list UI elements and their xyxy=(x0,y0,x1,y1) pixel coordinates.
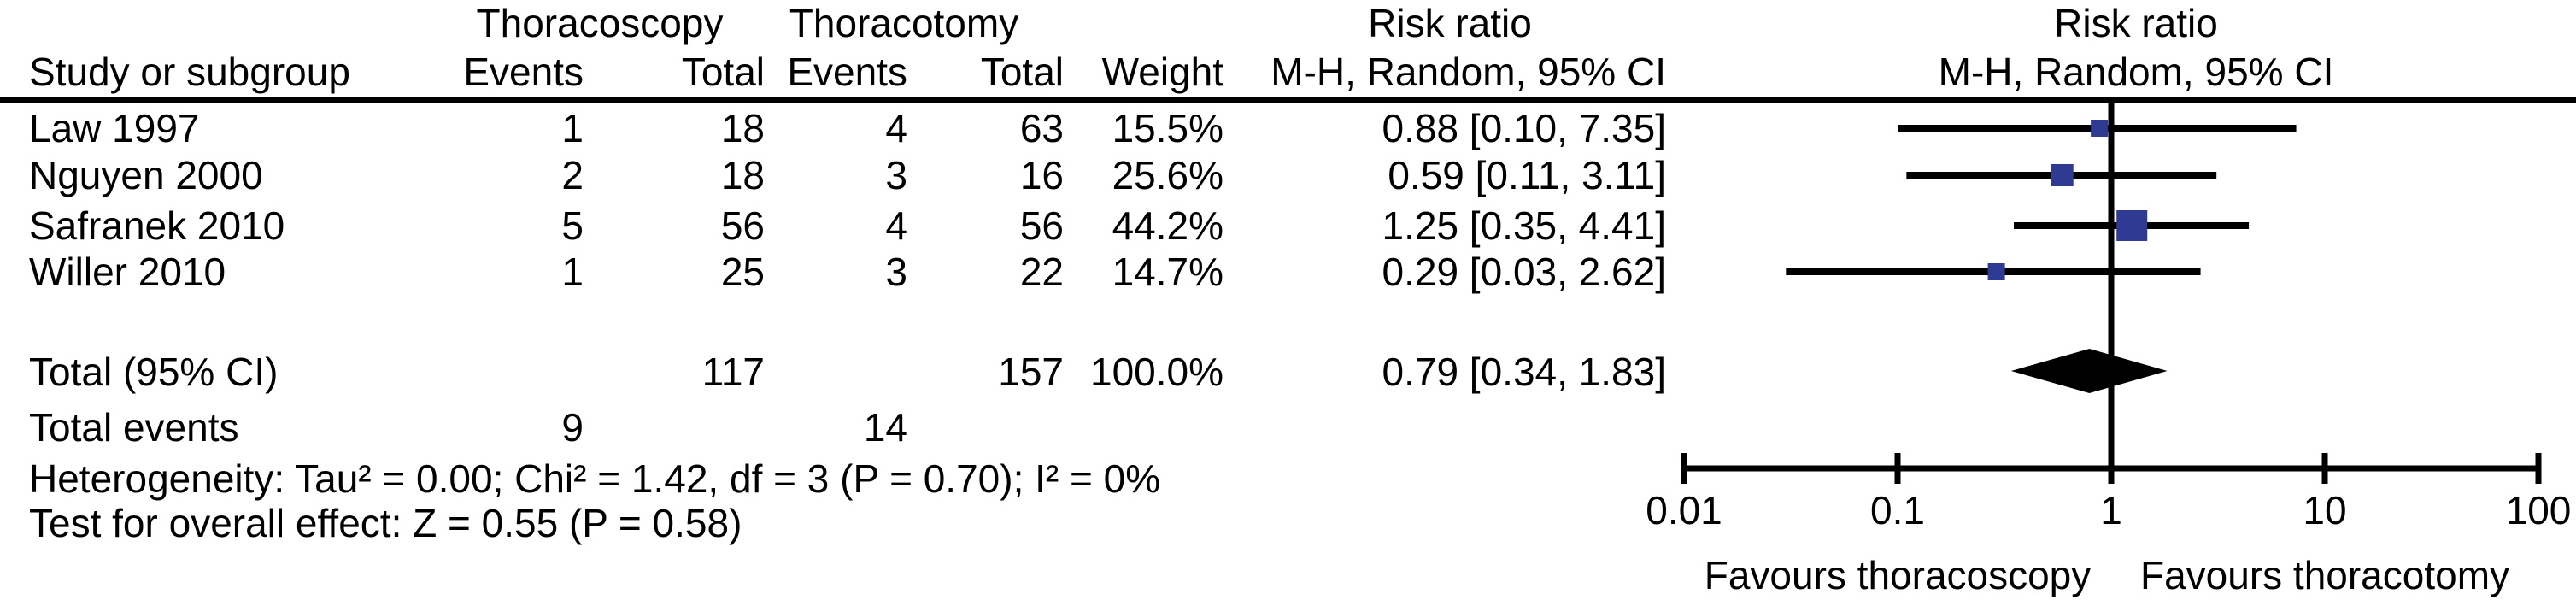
total-thoracoscopy: 117 xyxy=(701,350,765,394)
study-label: Willer 2010 xyxy=(29,250,226,294)
point-estimate-square xyxy=(2116,210,2148,241)
study-total-thoracoscopy: 56 xyxy=(720,203,765,248)
study-events-thoracoscopy: 2 xyxy=(561,153,584,197)
study-total-thoracoscopy: 18 xyxy=(720,106,765,150)
total-events-thoracoscopy: 9 xyxy=(561,405,584,450)
study-events-thoracotomy: 3 xyxy=(885,250,907,294)
thoracotomy-total-header: Total xyxy=(980,50,1064,94)
study-rr-ci-text: 0.88 [0.10, 7.35] xyxy=(1382,106,1667,150)
thoracoscopy-total-header: Total xyxy=(681,50,765,94)
study-weight: 25.6% xyxy=(1112,153,1223,197)
risk-ratio-ci-plot-header: M-H, Random, 95% CI xyxy=(1938,50,2334,94)
study-total-thoracotomy: 22 xyxy=(1019,250,1064,294)
study-events-thoracoscopy: 5 xyxy=(561,203,584,248)
study-weight: 14.7% xyxy=(1112,250,1223,294)
pooled-diamond xyxy=(2010,349,2168,393)
study-rr-ci-text: 1.25 [0.35, 4.41] xyxy=(1382,203,1667,248)
total-events-label: Total events xyxy=(29,405,239,450)
study-weight: 15.5% xyxy=(1112,106,1223,150)
x-axis-tick-label: 1 xyxy=(2100,488,2122,532)
x-axis-tick-label: 100 xyxy=(2505,488,2572,532)
x-axis-tick-label: 10 xyxy=(2303,488,2347,532)
favours-left-label: Favours thoracoscopy xyxy=(1704,553,2092,597)
study-rr-ci-text: 0.59 [0.11, 3.11] xyxy=(1388,153,1666,197)
study-total-thoracoscopy: 18 xyxy=(720,153,765,197)
study-events-thoracotomy: 3 xyxy=(885,153,907,197)
total-events-thoracotomy: 14 xyxy=(863,405,907,450)
risk-ratio-plot-header: Risk ratio xyxy=(2054,1,2218,45)
weight-column-header: Weight xyxy=(1101,50,1223,94)
thoracoscopy-group-header: Thoracoscopy xyxy=(476,1,724,45)
total-thoracotomy: 157 xyxy=(998,350,1064,394)
risk-ratio-ci-column-header: M-H, Random, 95% CI xyxy=(1270,50,1666,94)
thoracotomy-events-header: Events xyxy=(787,50,907,94)
study-events-thoracoscopy: 1 xyxy=(561,106,584,150)
study-events-thoracoscopy: 1 xyxy=(561,250,584,294)
study-total-thoracotomy: 63 xyxy=(1019,106,1064,150)
x-axis-tick-label: 0.1 xyxy=(1870,488,1925,532)
study-column-header: Study or subgroup xyxy=(29,50,350,94)
study-label: Nguyen 2000 xyxy=(29,153,263,197)
study-rr-ci-text: 0.29 [0.03, 2.62] xyxy=(1382,250,1667,294)
total-weight: 100.0% xyxy=(1089,350,1223,394)
point-estimate-square xyxy=(1987,263,2005,280)
x-axis-tick-label: 0.01 xyxy=(1646,488,1722,532)
study-label: Law 1997 xyxy=(29,106,200,150)
study-total-thoracotomy: 16 xyxy=(1019,153,1064,197)
point-estimate-square xyxy=(2091,120,2109,137)
thoracotomy-group-header: Thoracotomy xyxy=(789,1,1019,45)
overall-effect-text: Test for overall effect: Z = 0.55 (P = 0… xyxy=(29,501,742,545)
total-rr-ci-text: 0.79 [0.34, 1.83] xyxy=(1382,350,1667,394)
study-events-thoracotomy: 4 xyxy=(885,203,907,248)
study-total-thoracoscopy: 25 xyxy=(720,250,765,294)
point-estimate-square xyxy=(2051,164,2074,186)
study-label: Safranek 2010 xyxy=(29,203,285,248)
favours-right-label: Favours thoracotomy xyxy=(2139,553,2510,597)
total-row-label: Total (95% CI) xyxy=(29,350,279,394)
thoracoscopy-events-header: Events xyxy=(463,50,584,94)
header-rule xyxy=(0,97,2576,103)
study-events-thoracotomy: 4 xyxy=(885,106,907,150)
study-total-thoracotomy: 56 xyxy=(1019,203,1064,248)
study-weight: 44.2% xyxy=(1112,203,1223,248)
heterogeneity-text: Heterogeneity: Tau² = 0.00; Chi² = 1.42,… xyxy=(29,456,1161,501)
risk-ratio-column-header: Risk ratio xyxy=(1368,1,1532,45)
